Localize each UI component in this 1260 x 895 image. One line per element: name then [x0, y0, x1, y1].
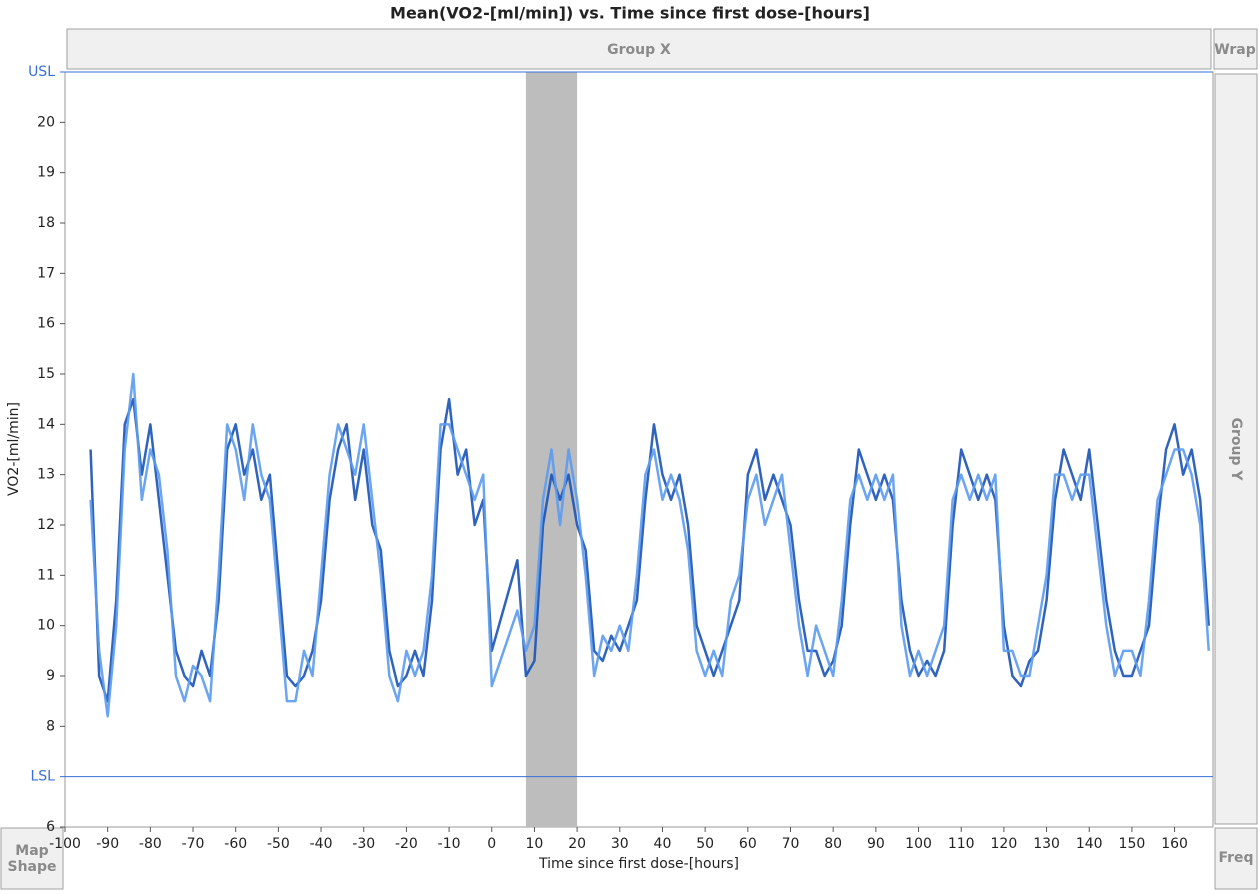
x-tick-label: 130: [1033, 836, 1060, 852]
x-tick-label: -80: [139, 836, 162, 852]
map-shape-zone[interactable]: [0, 827, 64, 890]
x-tick-label: 80: [824, 836, 842, 852]
x-tick-label: 70: [782, 836, 800, 852]
x-tick-label: -20: [395, 836, 418, 852]
y-tick-label: 11: [37, 567, 55, 583]
y-tick-label: 8: [46, 718, 55, 734]
wrap-label[interactable]: Wrap: [1214, 42, 1256, 58]
reference-label: USL: [28, 64, 55, 80]
x-tick-label: 90: [867, 836, 885, 852]
x-tick-label: 100: [905, 836, 932, 852]
group-y-label[interactable]: Group Y: [1228, 417, 1244, 481]
x-tick-label: 30: [611, 836, 629, 852]
y-tick-label: 14: [37, 416, 55, 432]
x-tick-label: 150: [1119, 836, 1146, 852]
y-axis-label: VO2-[ml/min]: [6, 402, 22, 496]
y-tick-label: 20: [37, 114, 55, 130]
y-tick-label: 9: [46, 668, 55, 684]
group-x-label[interactable]: Group X: [607, 42, 671, 58]
x-tick-label: 110: [948, 836, 975, 852]
y-tick-label: 6: [46, 819, 55, 835]
x-tick-label: 0: [487, 836, 496, 852]
x-tick-label: -30: [352, 836, 375, 852]
x-tick-label: 160: [1161, 836, 1188, 852]
chart-title: Mean(VO2-[ml/min]) vs. Time since first …: [390, 4, 870, 23]
group-y-zone[interactable]: [1214, 73, 1258, 825]
x-tick-label: -50: [267, 836, 290, 852]
map-shape-wrapper: Map Shape: [7, 842, 57, 875]
y-tick-label: 15: [37, 366, 55, 382]
map-shape-label[interactable]: Map Shape: [7, 842, 57, 875]
freq-label[interactable]: Freq: [1218, 850, 1253, 866]
y-tick-label: 10: [37, 618, 55, 634]
reference-label: LSL: [31, 769, 56, 785]
x-tick-label: 20: [568, 836, 586, 852]
x-axis-label: Time since first dose-[hours]: [538, 856, 739, 872]
y-tick-label: 12: [37, 517, 55, 533]
x-tick-label: 140: [1076, 836, 1103, 852]
freq-zone[interactable]: [1214, 827, 1258, 890]
x-tick-label: -70: [182, 836, 205, 852]
wrap-zone[interactable]: [1213, 28, 1258, 70]
x-tick-label: 50: [696, 836, 714, 852]
y-tick-label: 19: [37, 165, 55, 181]
x-tick-label: -60: [224, 836, 247, 852]
x-tick-label: -10: [438, 836, 461, 852]
x-tick-label: -90: [96, 836, 119, 852]
x-tick-label: 40: [654, 836, 672, 852]
group-x-zone[interactable]: [66, 28, 1212, 70]
x-tick-label: 10: [526, 836, 544, 852]
y-tick-label: 13: [37, 467, 55, 483]
x-tick-label: 120: [991, 836, 1018, 852]
y-tick-label: 17: [37, 265, 55, 281]
series-line: [89, 397, 1210, 703]
x-tick-label: -40: [310, 836, 333, 852]
plot-frame: [64, 71, 1214, 828]
series-line: [89, 372, 1210, 718]
y-tick-label: 16: [37, 316, 55, 332]
x-tick-label: -100: [49, 836, 81, 852]
x-tick-label: 60: [739, 836, 757, 852]
y-tick-label: 18: [37, 215, 55, 231]
